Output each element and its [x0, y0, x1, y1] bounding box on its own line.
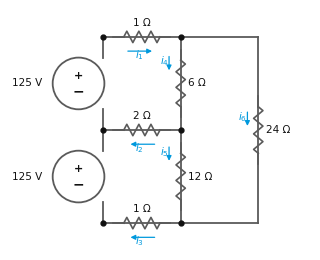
Text: 12 Ω: 12 Ω [188, 172, 213, 181]
Text: +: + [74, 164, 83, 174]
Text: 1 Ω: 1 Ω [133, 204, 151, 214]
Text: 24 Ω: 24 Ω [266, 125, 291, 135]
Text: 125 V: 125 V [12, 79, 42, 88]
Text: 2 Ω: 2 Ω [133, 111, 151, 121]
Text: +: + [74, 71, 83, 81]
Text: $i_3$: $i_3$ [135, 234, 144, 248]
Text: 125 V: 125 V [12, 172, 42, 181]
Text: $i_4$: $i_4$ [160, 55, 169, 68]
Text: −: − [73, 85, 84, 99]
Text: $i_5$: $i_5$ [160, 145, 169, 159]
Text: $i_1$: $i_1$ [135, 48, 144, 62]
Text: 1 Ω: 1 Ω [133, 18, 151, 28]
Text: $i_6$: $i_6$ [238, 111, 247, 125]
Text: $i_2$: $i_2$ [135, 141, 144, 155]
Text: 6 Ω: 6 Ω [188, 79, 206, 88]
Text: −: − [73, 178, 84, 192]
